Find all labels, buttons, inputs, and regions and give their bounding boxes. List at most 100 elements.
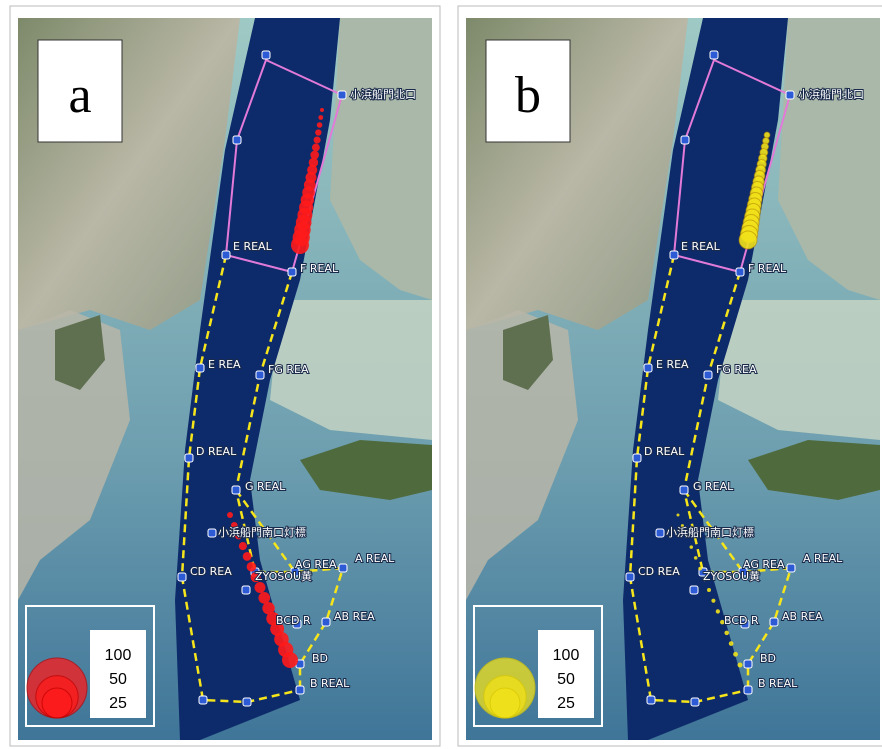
place-label: F REAL	[748, 262, 787, 275]
observation-bubble	[690, 545, 693, 548]
place-label: G REAL	[245, 480, 286, 493]
buoy-marker	[680, 486, 688, 494]
observation-bubble	[707, 588, 711, 592]
observation-bubble	[243, 552, 252, 561]
buoy-marker	[199, 696, 207, 704]
observation-bubble	[318, 115, 323, 120]
observation-bubble	[733, 652, 738, 657]
observation-bubble	[315, 129, 321, 135]
observation-bubble	[724, 631, 729, 636]
place-label: AB REA	[334, 610, 375, 623]
observation-bubble	[698, 567, 702, 571]
buoy-marker	[296, 686, 304, 694]
buoy-marker	[196, 364, 204, 372]
buoy-marker	[710, 51, 718, 59]
observation-bubble	[694, 556, 698, 560]
buoy-marker	[704, 371, 712, 379]
observation-bubble	[711, 599, 715, 603]
buoy-marker	[178, 573, 186, 581]
place-label: AG REA	[743, 558, 785, 571]
buoy-marker	[338, 91, 346, 99]
place-label: G REAL	[693, 480, 734, 493]
place-label: FG REA	[268, 363, 309, 376]
place-label: B REAL	[758, 677, 798, 690]
place-label: AB REA	[782, 610, 823, 623]
buoy-marker	[626, 573, 634, 581]
buoy-marker	[185, 454, 193, 462]
buoy-marker	[633, 454, 641, 462]
figure: 小浜船門北口 E REAL F REAL E REA FG REA D REAL G REA…	[0, 0, 882, 749]
place-label: BCD R	[724, 614, 759, 627]
buoy-marker	[233, 136, 241, 144]
buoy-marker	[744, 686, 752, 694]
buoy-marker	[656, 529, 664, 537]
panels: 小浜船門北口 E REAL F REAL E REA FG REA D REAL G REA…	[10, 6, 882, 746]
buoy-marker	[690, 586, 698, 594]
buoy-marker	[647, 696, 655, 704]
place-label: E REAL	[233, 240, 273, 253]
place-label: E REAL	[681, 240, 721, 253]
buoy-marker	[322, 618, 330, 626]
legend-label: 100	[553, 647, 580, 664]
legend-label: 25	[557, 695, 575, 712]
observation-bubble	[258, 592, 270, 604]
buoy-marker	[744, 660, 752, 668]
place-label: BCD R	[276, 614, 311, 627]
observation-bubble	[239, 542, 247, 550]
observation-bubble	[282, 652, 298, 668]
legend-label: 25	[109, 695, 127, 712]
place-label: AG REA	[295, 558, 337, 571]
place-label: A REAL	[803, 552, 843, 565]
place-label: BD	[760, 652, 776, 665]
observation-bubble	[317, 122, 323, 128]
place-label: F REAL	[300, 262, 339, 275]
place-label: ZYOSOU黄	[255, 569, 312, 583]
buoy-marker	[670, 251, 678, 259]
legend-bubble	[42, 688, 72, 718]
observation-bubble	[716, 609, 720, 613]
place-label: A REAL	[355, 552, 395, 565]
place-label: B REAL	[310, 677, 350, 690]
buoy-marker	[786, 91, 794, 99]
panel-label: a	[68, 67, 91, 124]
map-panel: 小浜船門北口E REALF REALE REAFG READ REALG REA…	[458, 6, 882, 746]
observation-bubble	[739, 231, 757, 249]
observation-bubble	[738, 663, 743, 668]
buoy-marker	[256, 371, 264, 379]
observation-bubble	[312, 144, 320, 152]
buoy-marker	[242, 586, 250, 594]
buoy-marker	[691, 698, 699, 706]
place-label: BD	[312, 652, 328, 665]
place-label: ZYOSOU黄	[703, 569, 760, 583]
place-label: D REAL	[196, 445, 237, 458]
buoy-marker	[288, 268, 296, 276]
buoy-marker	[339, 564, 347, 572]
map-panel: 小浜船門北口 E REAL F REAL E REA FG REA D REAL G REA…	[10, 6, 440, 746]
observation-bubble	[314, 136, 321, 143]
place-label: 小浜船門北口	[798, 87, 864, 101]
observation-bubble	[764, 132, 770, 138]
buoy-marker	[232, 486, 240, 494]
place-label: FG REA	[716, 363, 757, 376]
place-label: E REA	[208, 358, 241, 371]
observation-bubble	[320, 108, 324, 112]
observation-bubble	[255, 582, 266, 593]
place-label: 小浜船門南口灯標	[218, 525, 306, 539]
place-label: 小浜船門北口	[350, 87, 416, 101]
legend-bubble	[490, 688, 520, 718]
place-label: CD REA	[638, 565, 680, 578]
buoy-marker	[262, 51, 270, 59]
buoy-marker	[681, 136, 689, 144]
buoy-marker	[243, 698, 251, 706]
buoy-marker	[644, 364, 652, 372]
buoy-marker	[787, 564, 795, 572]
legend-label: 100	[105, 647, 132, 664]
observation-bubble	[227, 512, 233, 518]
panel-label: b	[515, 67, 541, 124]
place-label: 小浜船門南口灯標	[666, 525, 754, 539]
place-label: CD REA	[190, 565, 232, 578]
buoy-marker	[222, 251, 230, 259]
legend-label: 50	[557, 671, 575, 688]
observation-bubble	[291, 236, 309, 254]
place-label: E REA	[656, 358, 689, 371]
